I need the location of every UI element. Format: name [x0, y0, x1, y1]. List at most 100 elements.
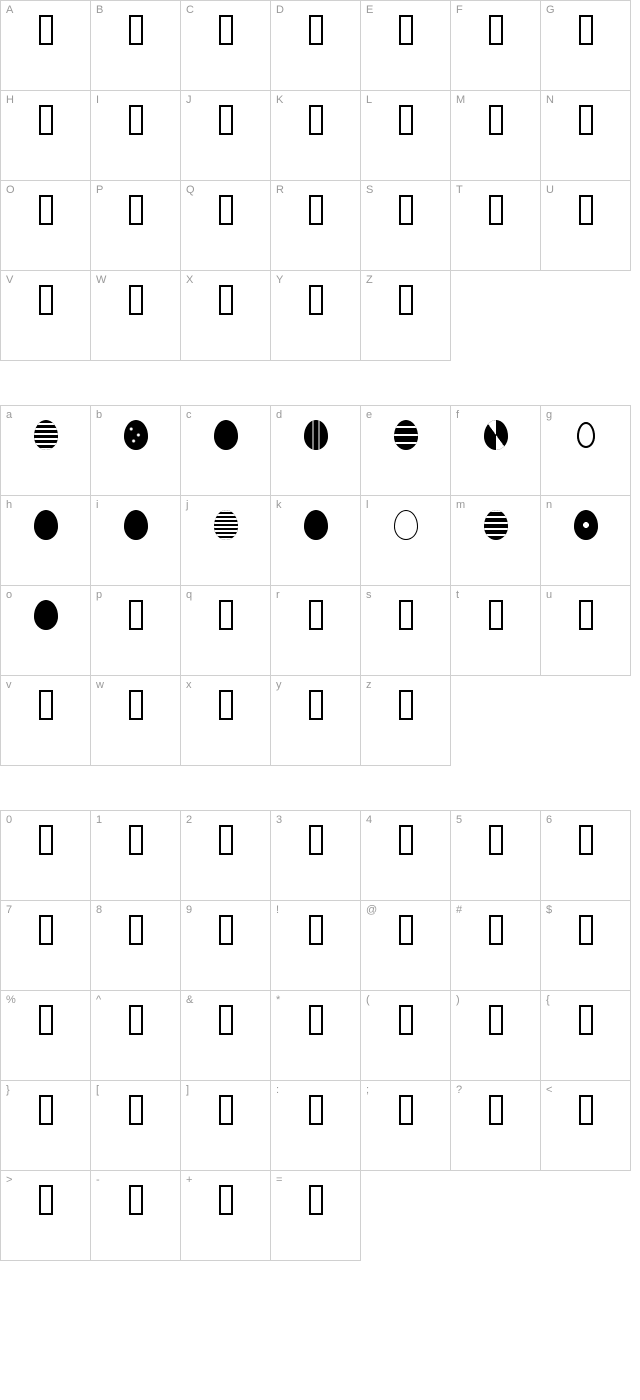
char-label: I	[96, 94, 99, 106]
glyph-cell[interactable]: S	[361, 181, 451, 271]
glyph-cell[interactable]: i	[91, 496, 181, 586]
char-label: +	[186, 1174, 192, 1186]
glyph-cell[interactable]: U	[541, 181, 631, 271]
glyph-cell[interactable]: @	[361, 901, 451, 991]
char-label: {	[546, 994, 550, 1006]
glyph-cell[interactable]: >	[1, 1171, 91, 1261]
glyph-cell[interactable]: a	[1, 406, 91, 496]
glyph-cell[interactable]: O	[1, 181, 91, 271]
glyph-cell[interactable]: f	[451, 406, 541, 496]
glyph-cell[interactable]: p	[91, 586, 181, 676]
glyph-cell[interactable]: G	[541, 1, 631, 91]
missing-glyph-icon	[39, 285, 53, 321]
glyph-cell[interactable]: :	[271, 1081, 361, 1171]
glyph-cell[interactable]: H	[1, 91, 91, 181]
missing-glyph-icon	[579, 105, 593, 141]
glyph-cell[interactable]: Z	[361, 271, 451, 361]
glyph-cell[interactable]: -	[91, 1171, 181, 1261]
glyph-cell[interactable]: V	[1, 271, 91, 361]
glyph-cell[interactable]: d	[271, 406, 361, 496]
glyph-cell[interactable]: %	[1, 991, 91, 1081]
glyph-cell[interactable]: X	[181, 271, 271, 361]
missing-glyph-icon	[39, 825, 53, 861]
glyph-cell[interactable]: g	[541, 406, 631, 496]
glyph-cell[interactable]: x	[181, 676, 271, 766]
glyph-cell[interactable]: u	[541, 586, 631, 676]
glyph-cell[interactable]: =	[271, 1171, 361, 1261]
glyph-cell[interactable]: h	[1, 496, 91, 586]
glyph-cell[interactable]: y	[271, 676, 361, 766]
glyph-cell[interactable]: q	[181, 586, 271, 676]
glyph-cell[interactable]: *	[271, 991, 361, 1081]
glyph-cell[interactable]: !	[271, 901, 361, 991]
char-label: 9	[186, 904, 192, 916]
glyph-cell[interactable]: 8	[91, 901, 181, 991]
glyph-cell[interactable]: t	[451, 586, 541, 676]
glyph-cell[interactable]: o	[1, 586, 91, 676]
glyph-cell[interactable]: W	[91, 271, 181, 361]
glyph-cell[interactable]: P	[91, 181, 181, 271]
glyph-cell[interactable]: +	[181, 1171, 271, 1261]
glyph-cell[interactable]: k	[271, 496, 361, 586]
missing-glyph-icon	[219, 825, 233, 861]
glyph-cell[interactable]: T	[451, 181, 541, 271]
char-label: Q	[186, 184, 195, 196]
glyph-cell[interactable]: L	[361, 91, 451, 181]
glyph-cell[interactable]: Y	[271, 271, 361, 361]
glyph-cell[interactable]: m	[451, 496, 541, 586]
glyph-cell[interactable]: <	[541, 1081, 631, 1171]
glyph-cell[interactable]: 0	[1, 811, 91, 901]
glyph-cell[interactable]: c	[181, 406, 271, 496]
glyph-cell[interactable]: b	[91, 406, 181, 496]
glyph-cell[interactable]: n	[541, 496, 631, 586]
glyph-cell[interactable]: l	[361, 496, 451, 586]
glyph-cell[interactable]: I	[91, 91, 181, 181]
glyph-cell[interactable]: E	[361, 1, 451, 91]
glyph-cell[interactable]: }	[1, 1081, 91, 1171]
glyph-cell[interactable]: C	[181, 1, 271, 91]
glyph-cell[interactable]: )	[451, 991, 541, 1081]
glyph-cell[interactable]: F	[451, 1, 541, 91]
glyph-cell[interactable]: v	[1, 676, 91, 766]
glyph-cell[interactable]: (	[361, 991, 451, 1081]
missing-glyph-icon	[129, 195, 143, 231]
char-label: r	[276, 589, 280, 601]
section-uppercase: ABCDEFG HI JKLMN OPQ RSTU VWXYZ	[0, 0, 640, 361]
glyph-cell[interactable]: {	[541, 991, 631, 1081]
glyph-cell[interactable]: 7	[1, 901, 91, 991]
glyph-cell[interactable]: e	[361, 406, 451, 496]
glyph-cell[interactable]: 9	[181, 901, 271, 991]
glyph-cell[interactable]: 2	[181, 811, 271, 901]
glyph-cell[interactable]: A	[1, 1, 91, 91]
glyph-cell[interactable]: [	[91, 1081, 181, 1171]
glyph-cell[interactable]: Q	[181, 181, 271, 271]
character-map-root: ABCDEFG HI JKLMN OPQ RSTU VWXYZabcdefg hij klmn…	[0, 0, 640, 1261]
glyph-cell[interactable]: M	[451, 91, 541, 181]
glyph-cell[interactable]: ;	[361, 1081, 451, 1171]
glyph-cell[interactable]: w	[91, 676, 181, 766]
glyph-cell[interactable]: ?	[451, 1081, 541, 1171]
missing-glyph-icon	[489, 15, 503, 51]
glyph-cell[interactable]: 4	[361, 811, 451, 901]
char-label: j	[186, 499, 188, 511]
missing-glyph-icon	[309, 1185, 323, 1221]
glyph-cell[interactable]: &	[181, 991, 271, 1081]
glyph-cell[interactable]: N	[541, 91, 631, 181]
glyph-cell[interactable]: R	[271, 181, 361, 271]
glyph-cell[interactable]: ^	[91, 991, 181, 1081]
glyph-cell[interactable]: s	[361, 586, 451, 676]
glyph-cell[interactable]: $	[541, 901, 631, 991]
glyph-cell[interactable]: 1	[91, 811, 181, 901]
glyph-cell[interactable]: J	[181, 91, 271, 181]
glyph-cell[interactable]: r	[271, 586, 361, 676]
glyph-cell[interactable]: ]	[181, 1081, 271, 1171]
glyph-cell[interactable]: D	[271, 1, 361, 91]
glyph-cell[interactable]: 5	[451, 811, 541, 901]
glyph-cell[interactable]: 6	[541, 811, 631, 901]
glyph-cell[interactable]: #	[451, 901, 541, 991]
glyph-cell[interactable]: 3	[271, 811, 361, 901]
glyph-cell[interactable]: B	[91, 1, 181, 91]
glyph-cell[interactable]: j	[181, 496, 271, 586]
glyph-cell[interactable]: z	[361, 676, 451, 766]
glyph-cell[interactable]: K	[271, 91, 361, 181]
